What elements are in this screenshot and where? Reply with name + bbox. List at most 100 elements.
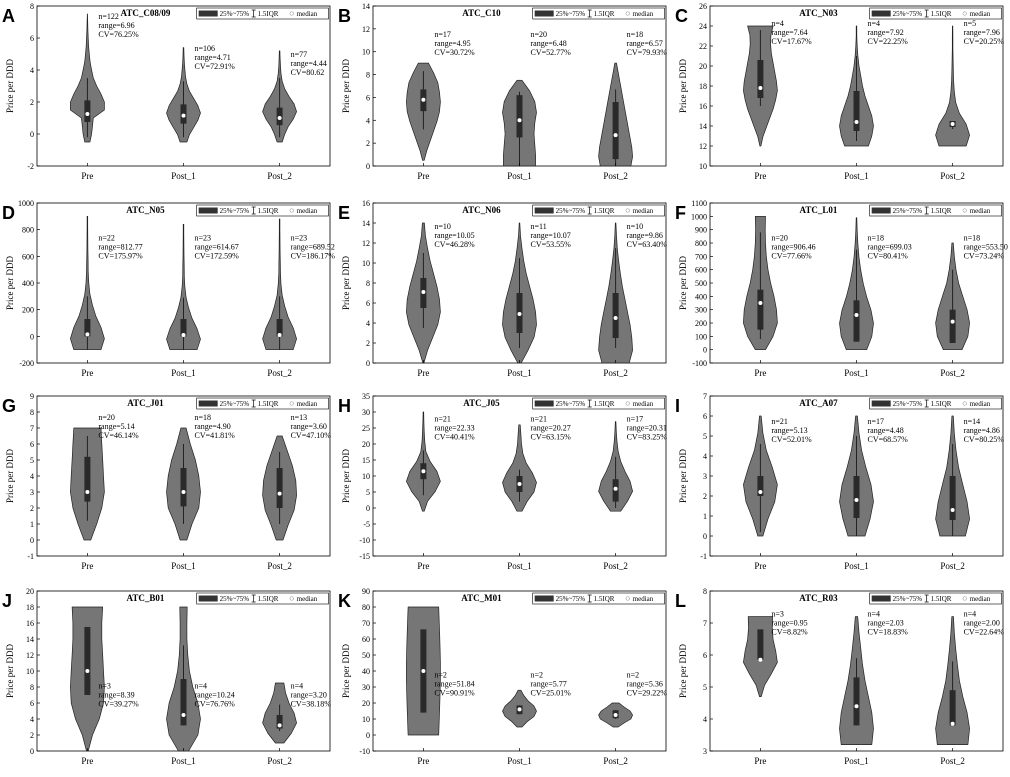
chart-title: ATC_A07 <box>799 398 838 408</box>
y-tick-label: 800 <box>22 226 34 235</box>
x-category-label: Post_1 <box>171 756 196 766</box>
iqr-box <box>84 319 91 337</box>
x-category-label: Post_1 <box>844 171 869 181</box>
annotation-n: n=23 <box>195 233 212 242</box>
median-dot <box>950 319 955 324</box>
y-axis-label: Price per DDD <box>678 644 688 698</box>
median-dot <box>613 133 618 138</box>
legend: 25%~75% 1.5IQR median <box>532 204 665 217</box>
legend-label-median: median <box>633 10 654 18</box>
y-tick-label: 0 <box>366 162 370 171</box>
y-tick-label: 8 <box>366 71 370 80</box>
y-tick-label: 4 <box>30 66 34 75</box>
annotation-range: range=51.84 <box>434 679 474 688</box>
annotation-range: range=5.36 <box>627 679 663 688</box>
x-category-label: Post_1 <box>507 561 532 571</box>
y-tick-label: 14 <box>26 635 34 644</box>
y-tick-label: 6 <box>30 440 34 449</box>
x-category-label: Pre <box>754 561 766 571</box>
annotation-cv: CV=41.81% <box>195 431 236 440</box>
x-category-label: Pre <box>754 756 766 766</box>
annotation-cv: CV=90.91% <box>434 688 475 697</box>
y-tick-label: 3 <box>703 747 707 756</box>
y-tick-label: 0 <box>703 532 707 541</box>
y-tick-label: 7 <box>703 619 707 628</box>
annotation-n: n=3 <box>98 682 111 691</box>
median-dot <box>950 122 955 126</box>
legend-label-whisker: 1.5IQR <box>931 10 952 18</box>
legend-swatch-iqr <box>198 400 218 407</box>
iqr-box <box>276 319 283 337</box>
y-tick-label: 80 <box>362 603 370 612</box>
annotation-n: n=21 <box>434 415 451 424</box>
y-tick-label: 0 <box>366 359 370 368</box>
legend-median-icon <box>625 11 630 16</box>
legend-median-icon <box>289 11 294 16</box>
y-axis-label: Price per DDD <box>341 644 351 698</box>
panel-k: K -10 0 10 20 30 40 50 60 70 80 90 Price per DDD ATC_… <box>338 587 667 766</box>
annotation-cv: CV=80.25% <box>964 435 1005 444</box>
legend-swatch-iqr <box>198 595 218 602</box>
annotation-n: n=20 <box>531 30 548 39</box>
y-tick-label: 10 <box>699 162 707 171</box>
legend-label-whisker: 1.5IQR <box>594 10 615 18</box>
annotation-range: range=10.05 <box>434 231 474 240</box>
y-tick-label: 0 <box>30 130 34 139</box>
y-tick-label: 35 <box>362 392 370 401</box>
y-tick-label: 30 <box>362 408 370 417</box>
annotation-cv: CV=68.57% <box>868 435 909 444</box>
y-tick-label: 4 <box>366 116 370 125</box>
y-tick-label: 8 <box>703 587 707 596</box>
annotation-cv: CV=80.62 <box>291 68 325 77</box>
iqr-box <box>757 289 764 330</box>
annotation-range: range=4.95 <box>434 39 470 48</box>
y-tick-label: 25 <box>362 424 370 433</box>
y-axis-label: Price per DDD <box>678 256 688 310</box>
annotation-n: n=17 <box>434 30 451 39</box>
x-category-label: Pre <box>754 368 766 378</box>
y-tick-label: -15 <box>359 552 370 561</box>
median-dot <box>613 713 618 717</box>
y-tick-label: 6 <box>703 651 707 660</box>
panel-letter: H <box>338 396 351 416</box>
y-tick-label: 12 <box>26 651 34 660</box>
y-tick-label: 0 <box>30 747 34 756</box>
y-tick-label: 30 <box>362 683 370 692</box>
median-dot <box>517 118 522 123</box>
median-dot <box>181 713 186 717</box>
chart-title: ATC_N06 <box>462 205 501 215</box>
legend-median-icon <box>625 208 630 213</box>
panel-b: B 0 2 4 6 8 10 12 14 Price per DDD ATC_C10 25%~75% 1… <box>338 2 667 181</box>
annotation-n: n=17 <box>627 415 644 424</box>
annotation-range: range=4.44 <box>291 59 327 68</box>
legend-box <box>532 592 665 605</box>
legend-label-whisker: 1.5IQR <box>258 400 279 408</box>
iqr-box <box>757 629 764 660</box>
legend-label-iqr: 25%~75% <box>556 400 586 408</box>
legend: 25%~75% 1.5IQR median <box>196 204 329 217</box>
legend-label-whisker: 1.5IQR <box>594 595 615 603</box>
y-tick-label: 5 <box>30 456 34 465</box>
chart-title: ATC_C08/09 <box>120 8 170 18</box>
x-category-label: Pre <box>417 171 429 181</box>
annotation-n: n=21 <box>531 415 548 424</box>
legend-box <box>869 204 1002 217</box>
legend: 25%~75% 1.5IQR median <box>869 7 1002 20</box>
annotation-n: n=4 <box>868 610 881 619</box>
median-dot <box>181 113 186 118</box>
y-tick-label: 4 <box>703 715 707 724</box>
x-category-label: Pre <box>417 368 429 378</box>
x-category-label: Post_2 <box>603 171 628 181</box>
annotation-cv: CV=22.64% <box>964 628 1005 637</box>
median-dot <box>85 332 90 337</box>
median-dot <box>277 333 282 337</box>
median-dot <box>421 290 426 294</box>
